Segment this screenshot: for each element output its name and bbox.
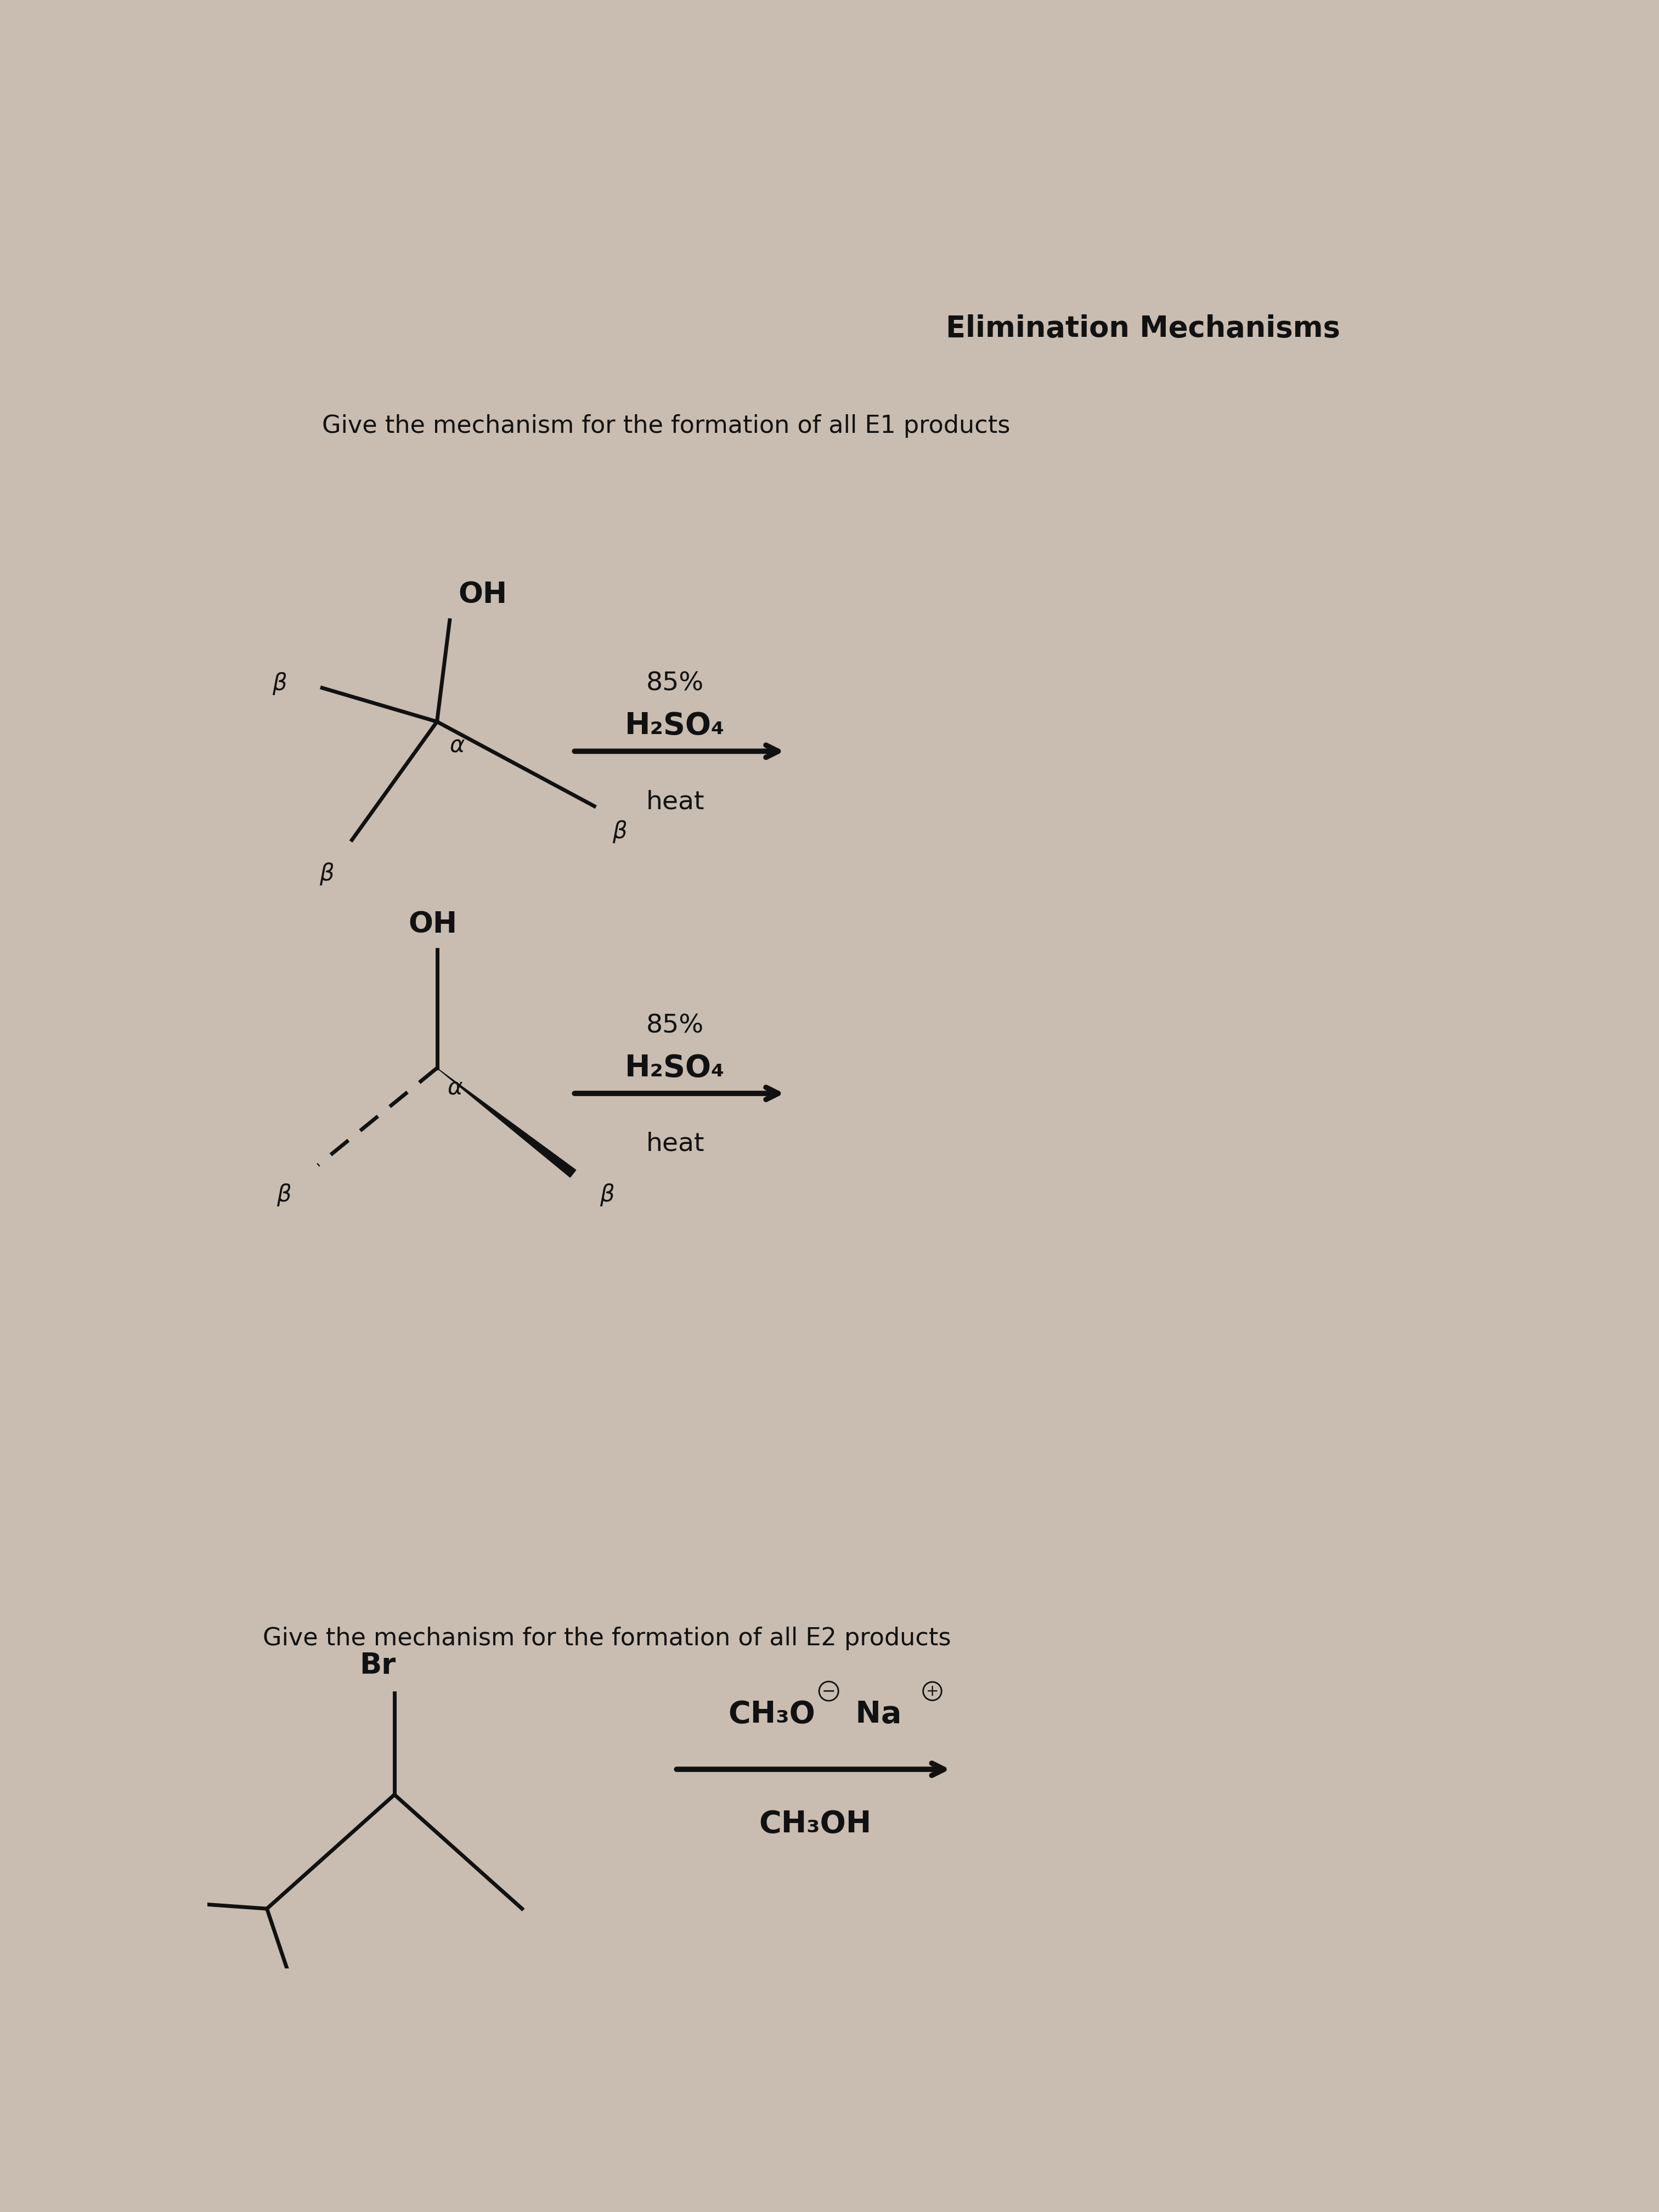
Text: OH: OH (408, 909, 458, 938)
Text: Give the mechanism for the formation of all E1 products: Give the mechanism for the formation of … (322, 414, 1010, 438)
Polygon shape (436, 1068, 576, 1177)
Text: +: + (926, 1683, 939, 1699)
Text: Na: Na (844, 1699, 902, 1730)
Text: CH₃O: CH₃O (728, 1699, 815, 1730)
Text: 85%: 85% (647, 670, 703, 697)
Text: H₂SO₄: H₂SO₄ (625, 1053, 725, 1084)
Text: β: β (277, 1183, 292, 1206)
Text: β: β (319, 863, 333, 885)
Text: β: β (601, 1183, 614, 1206)
Text: 85%: 85% (647, 1013, 703, 1037)
Text: Elimination Mechanisms: Elimination Mechanisms (946, 314, 1340, 343)
Text: Br: Br (360, 1652, 395, 1681)
Text: β: β (272, 672, 287, 695)
Text: α: α (448, 1077, 463, 1099)
Text: OH: OH (458, 582, 508, 608)
Text: α: α (450, 734, 465, 757)
Text: H₂SO₄: H₂SO₄ (625, 710, 725, 741)
Text: CH₃OH: CH₃OH (760, 1809, 871, 1838)
Text: heat: heat (645, 1133, 705, 1157)
Text: β: β (612, 821, 627, 843)
Text: Give the mechanism for the formation of all E2 products: Give the mechanism for the formation of … (262, 1626, 951, 1650)
Text: heat: heat (645, 790, 705, 814)
Text: −: − (821, 1683, 836, 1699)
